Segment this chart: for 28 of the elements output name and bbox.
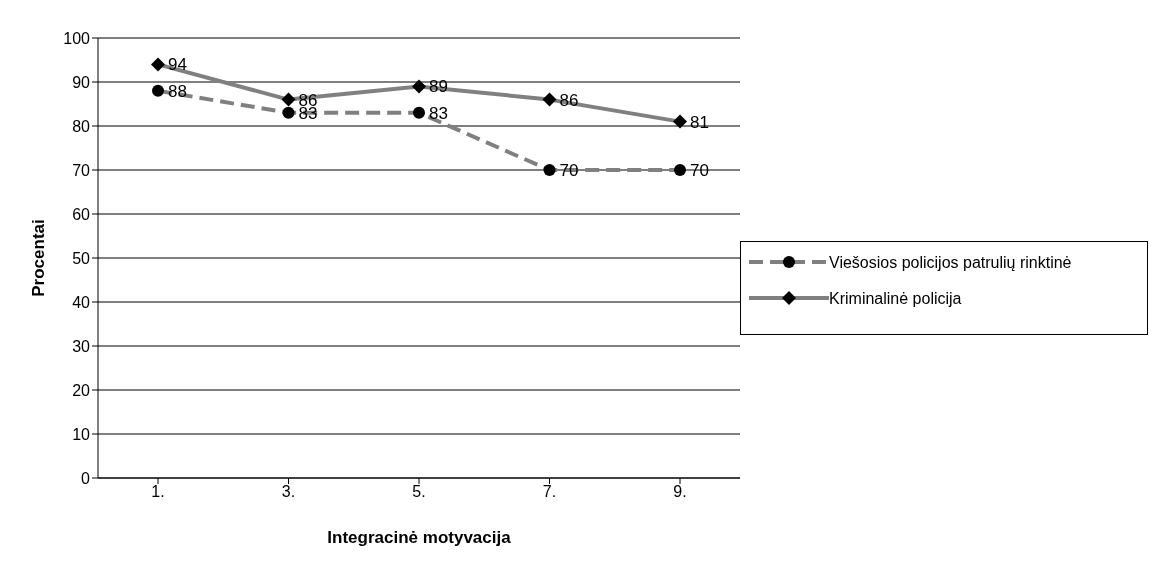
y-tick-label: 30 [72, 337, 91, 355]
y-tick-label: 20 [72, 381, 91, 399]
data-label: 89 [429, 77, 448, 97]
y-tick-label: 10 [72, 425, 91, 443]
y-tick-label: 40 [72, 293, 91, 311]
y-axis-title: Procentai [29, 219, 49, 297]
y-tick-label: 60 [72, 205, 91, 223]
y-tick-label: 70 [72, 161, 91, 179]
data-label: 94 [168, 55, 187, 75]
data-label: 83 [429, 103, 448, 123]
data-label: 70 [559, 161, 579, 181]
x-tick-label: 5. [412, 483, 426, 501]
x-tick-label: 3. [281, 483, 296, 501]
x-tick-label: 1. [151, 483, 165, 501]
y-tick-label: 0 [81, 469, 91, 487]
legend-label: Kriminalinė policija [829, 289, 962, 309]
x-axis-title: Integracinė motyvacija [327, 528, 512, 547]
data-label: 70 [690, 161, 709, 181]
y-tick-label: 100 [63, 29, 91, 47]
legend-label: Viešosios policijos patrulių rinktinė [829, 253, 1072, 273]
y-tick-label: 80 [72, 117, 91, 135]
data-label: 81 [690, 112, 709, 132]
y-tick-label: 90 [72, 73, 91, 91]
data-label: 86 [559, 90, 579, 110]
y-tick-label: 50 [72, 249, 91, 267]
data-label: 88 [168, 81, 187, 101]
x-tick-label: 9. [673, 483, 687, 501]
x-tick-label: 7. [542, 483, 557, 501]
